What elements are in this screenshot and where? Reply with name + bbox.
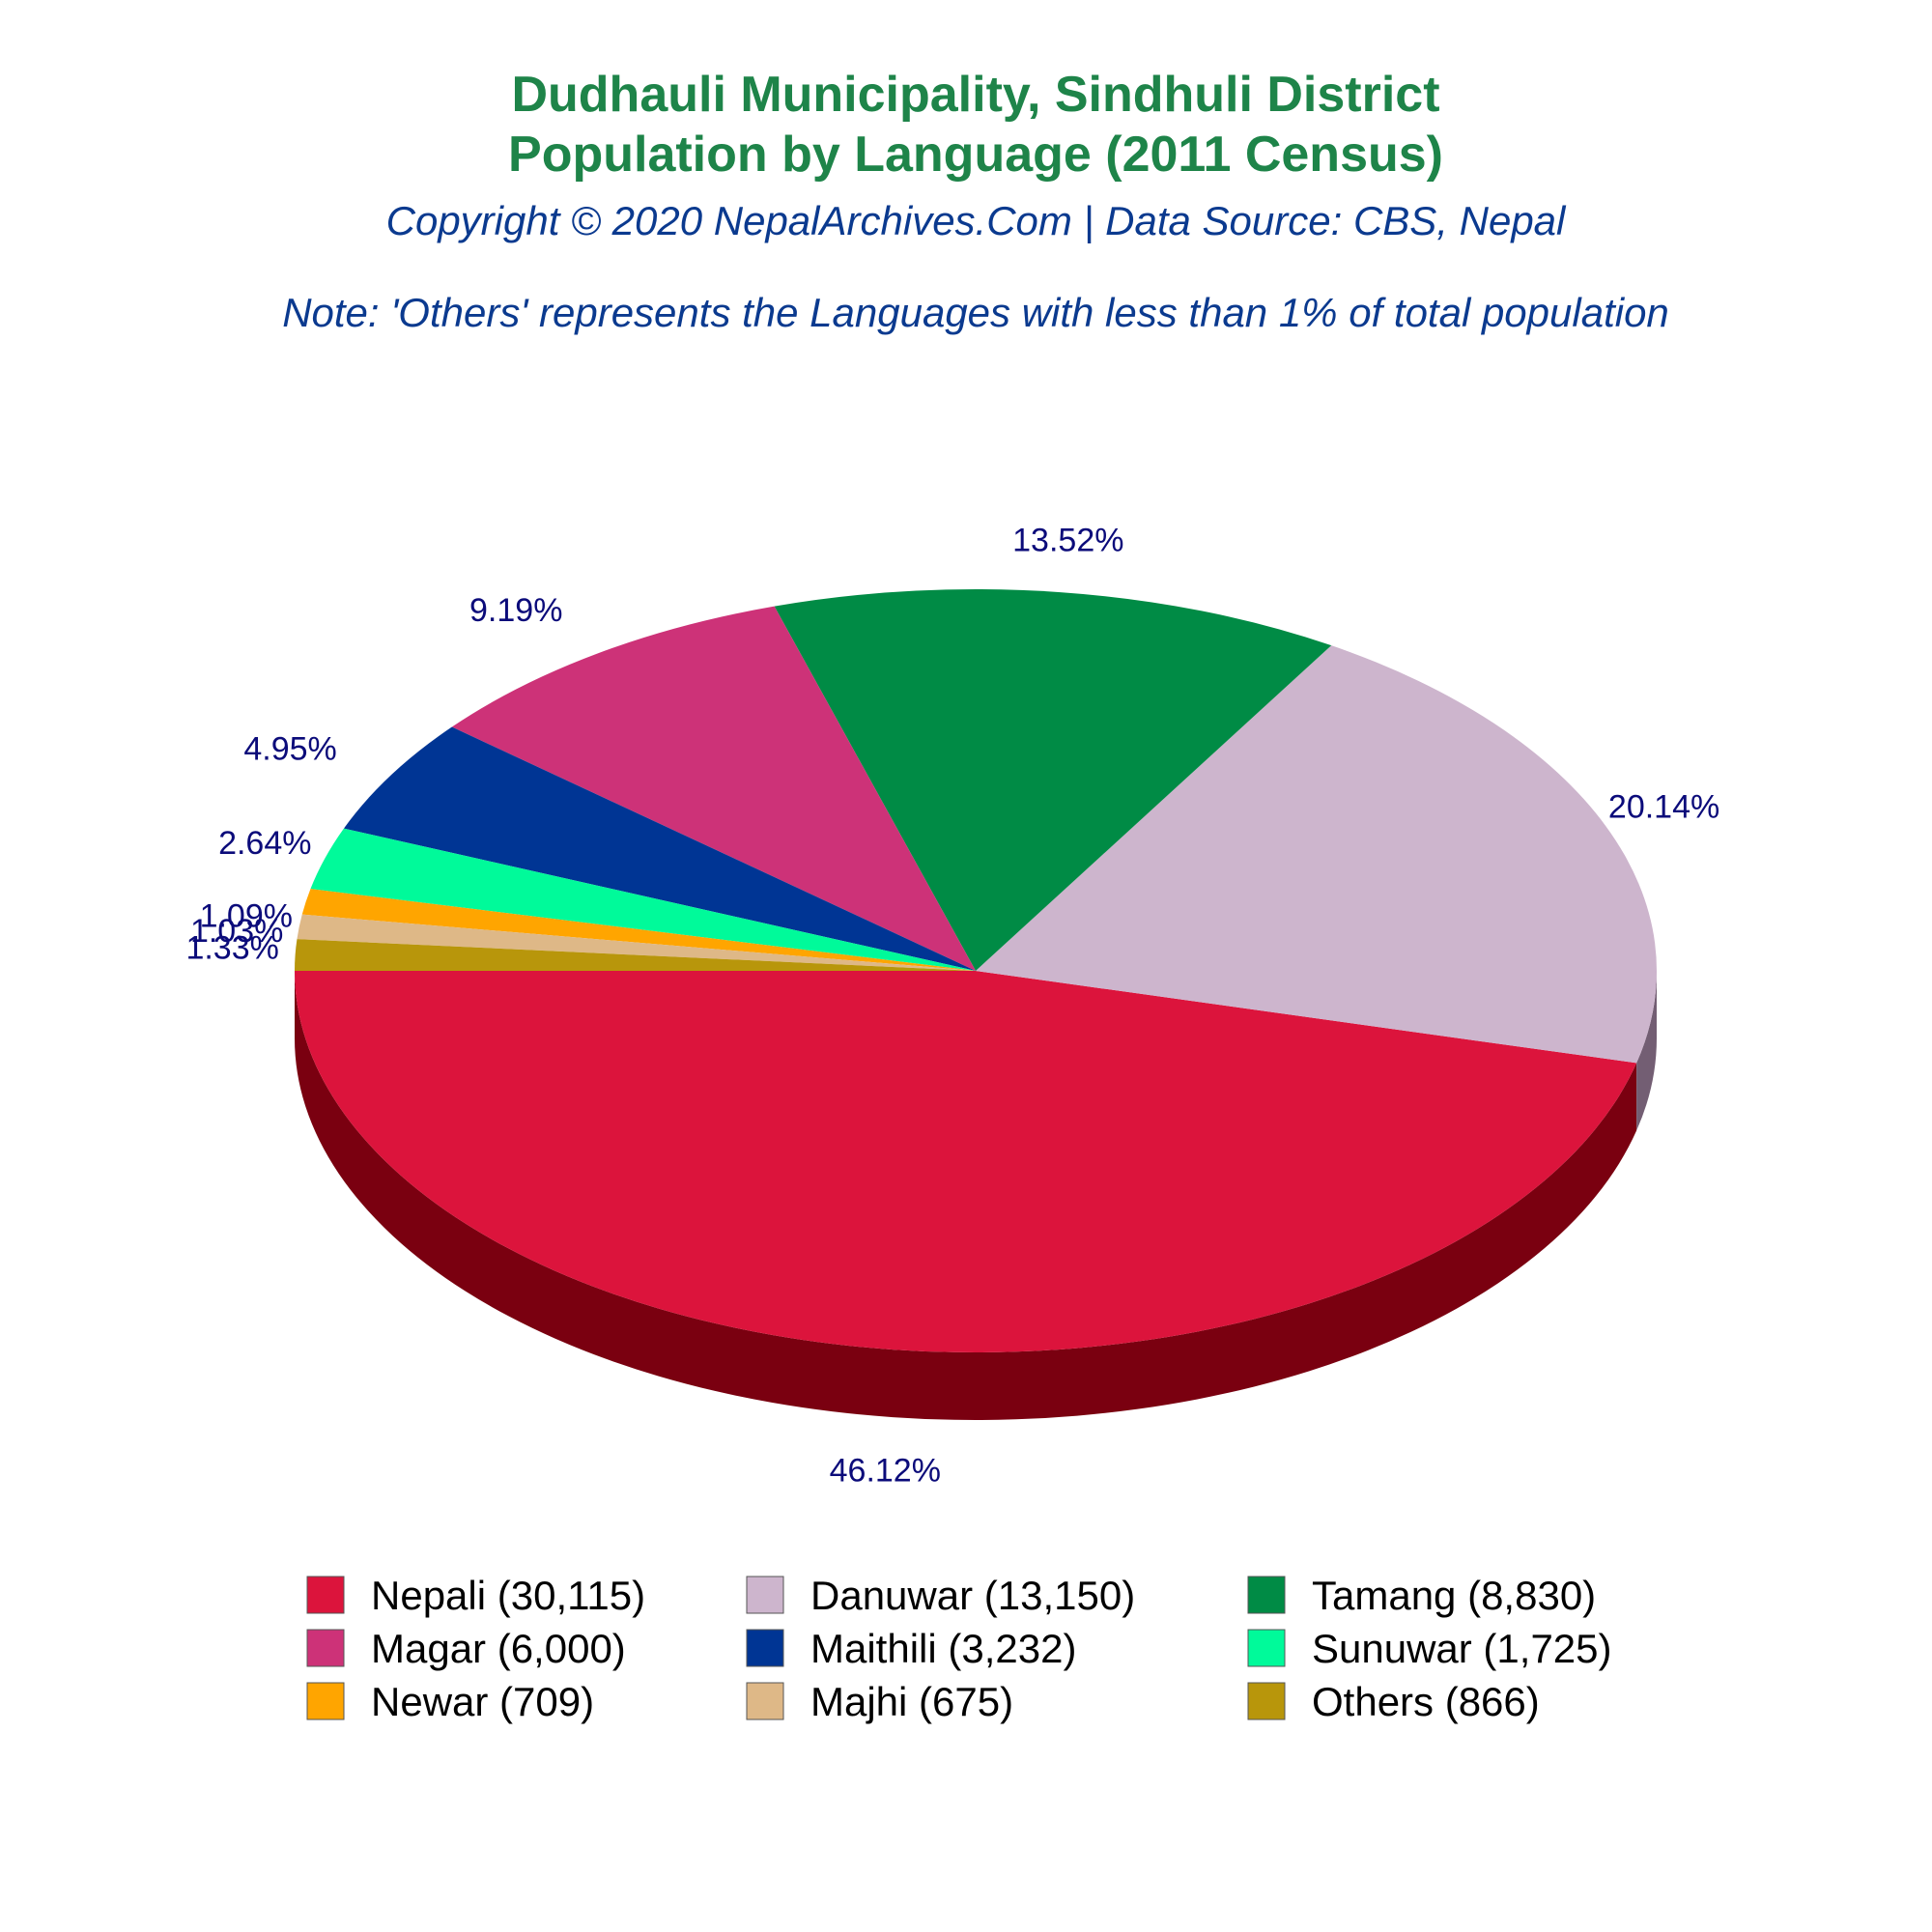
legend-swatch-nepali (306, 1576, 345, 1614)
legend-label-sunuwar: Sunuwar (1,725) (1312, 1626, 1612, 1671)
pie-slice-others (295, 939, 976, 971)
chart-title-line2: Population by Language (2011 Census) (508, 127, 1443, 183)
pie-label-others: 1.33% (185, 929, 278, 966)
pie-label-maithili: 4.95% (243, 730, 336, 767)
legend: Nepali (30,115) Danuwar (13,150) Tamang (8… (306, 1573, 1612, 1724)
legend-label-danuwar: Danuwar (13,150) (810, 1573, 1135, 1618)
pie-label-sunuwar: 2.64% (218, 825, 311, 862)
legend-label-nepali: Nepali (30,115) (371, 1573, 645, 1618)
legend-label-others: Others (866) (1312, 1679, 1540, 1724)
pie-slice-maithili (343, 726, 976, 971)
legend-item-majhi: Majhi (675) (746, 1679, 1013, 1724)
legend-item-sunuwar: Sunuwar (1,725) (1247, 1626, 1612, 1671)
legend-label-majhi: Majhi (675) (810, 1679, 1013, 1724)
pie-label-newar: 1.09% (200, 897, 293, 934)
legend-label-magar: Magar (6,000) (371, 1626, 626, 1671)
pie-slice-magar (451, 606, 976, 971)
legend-item-nepali: Nepali (30,115) (306, 1573, 645, 1618)
legend-label-newar: Newar (709) (371, 1679, 594, 1724)
legend-item-danuwar: Danuwar (13,150) (746, 1573, 1135, 1618)
legend-item-others: Others (866) (1247, 1679, 1540, 1724)
legend-item-maithili: Maithili (3,232) (746, 1626, 1076, 1671)
legend-label-tamang: Tamang (8,830) (1312, 1573, 1596, 1618)
pie-label-danuwar: 20.14% (1608, 788, 1719, 825)
pie-slice-danuwar (976, 645, 1657, 1064)
chart-note: Note: 'Others' represents the Languages … (282, 290, 1669, 335)
pie-slice-sunuwar (310, 828, 976, 971)
legend-swatch-danuwar (746, 1576, 784, 1614)
pie-side-walls (295, 971, 1657, 1420)
pie-slice-newar (301, 889, 977, 971)
chart-subtitle: Copyright © 2020 NepalArchives.Com | Dat… (386, 198, 1567, 244)
chart-title-line1: Dudhauli Municipality, Sindhuli District (511, 67, 1439, 123)
legend-item-newar: Newar (709) (306, 1679, 594, 1724)
legend-swatch-majhi (746, 1682, 784, 1720)
legend-swatch-tamang (1247, 1576, 1286, 1614)
pie-label-tamang: 13.52% (1012, 522, 1123, 558)
pie-side-nepali (295, 971, 1637, 1420)
pie-label-majhi: 1.03% (190, 913, 283, 950)
pie-label-magar: 9.19% (469, 592, 562, 629)
pie-side-danuwar (1636, 971, 1657, 1131)
legend-swatch-newar (306, 1682, 345, 1720)
legend-swatch-magar (306, 1629, 345, 1667)
pie-slice-majhi (297, 914, 977, 971)
pie-slices (295, 589, 1657, 1352)
pie-label-nepali: 46.12% (830, 1453, 941, 1490)
legend-swatch-sunuwar (1247, 1629, 1286, 1667)
legend-item-magar: Magar (6,000) (306, 1626, 626, 1671)
legend-label-maithili: Maithili (3,232) (810, 1626, 1076, 1671)
pie-slice-nepali (295, 971, 1637, 1352)
legend-swatch-others (1247, 1682, 1286, 1720)
pie-slice-tamang (774, 589, 1332, 971)
legend-swatch-maithili (746, 1629, 784, 1667)
pie-percent-labels: 46.12% 20.14% 13.52% 9.19% 4.95% 2.64% 1.09%1.… (185, 522, 1719, 1489)
legend-item-tamang: Tamang (8,830) (1247, 1573, 1596, 1618)
